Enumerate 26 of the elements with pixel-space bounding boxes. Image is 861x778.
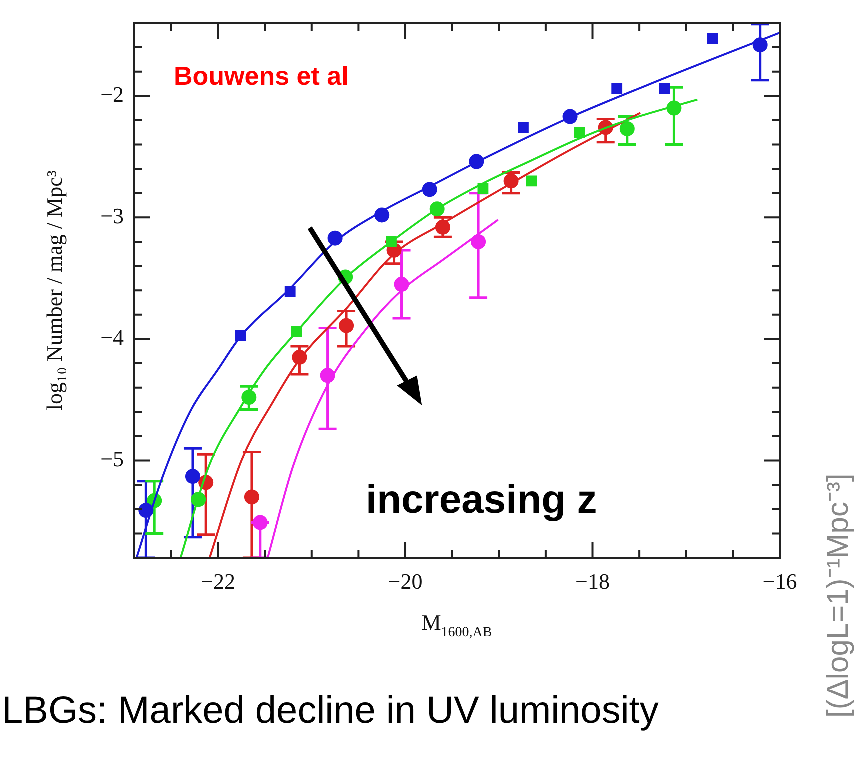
y-tick-label: −5 [100, 446, 124, 472]
point [574, 127, 586, 138]
x-tick-label: −18 [576, 568, 610, 594]
y-axis-title: log₁₀ Number / mag / Mpc³ [42, 170, 67, 411]
annotation: increasing z [366, 478, 598, 522]
x-tick-label: −22 [201, 568, 236, 594]
point [659, 83, 670, 94]
x-tick-label: −16 [762, 568, 798, 594]
y-tick-label: −2 [100, 82, 124, 107]
point [471, 234, 486, 250]
point [612, 83, 623, 94]
y-tick-label: −3 [100, 203, 124, 228]
x-tick-label: −20 [388, 568, 423, 594]
point [339, 318, 354, 334]
point [244, 490, 260, 505]
text: LBGs: Marked decline in UV luminosity [2, 690, 659, 732]
point [526, 176, 538, 187]
y-tick-label: −4 [100, 325, 124, 350]
point [252, 515, 268, 530]
line-series [180, 98, 699, 558]
point [185, 469, 200, 484]
point [620, 121, 635, 136]
point [518, 122, 529, 134]
text: [(ΔlogL=1)⁻¹Mpc⁻³] [822, 474, 855, 718]
annotation: Bouwens et al [174, 61, 349, 92]
point [707, 34, 718, 44]
